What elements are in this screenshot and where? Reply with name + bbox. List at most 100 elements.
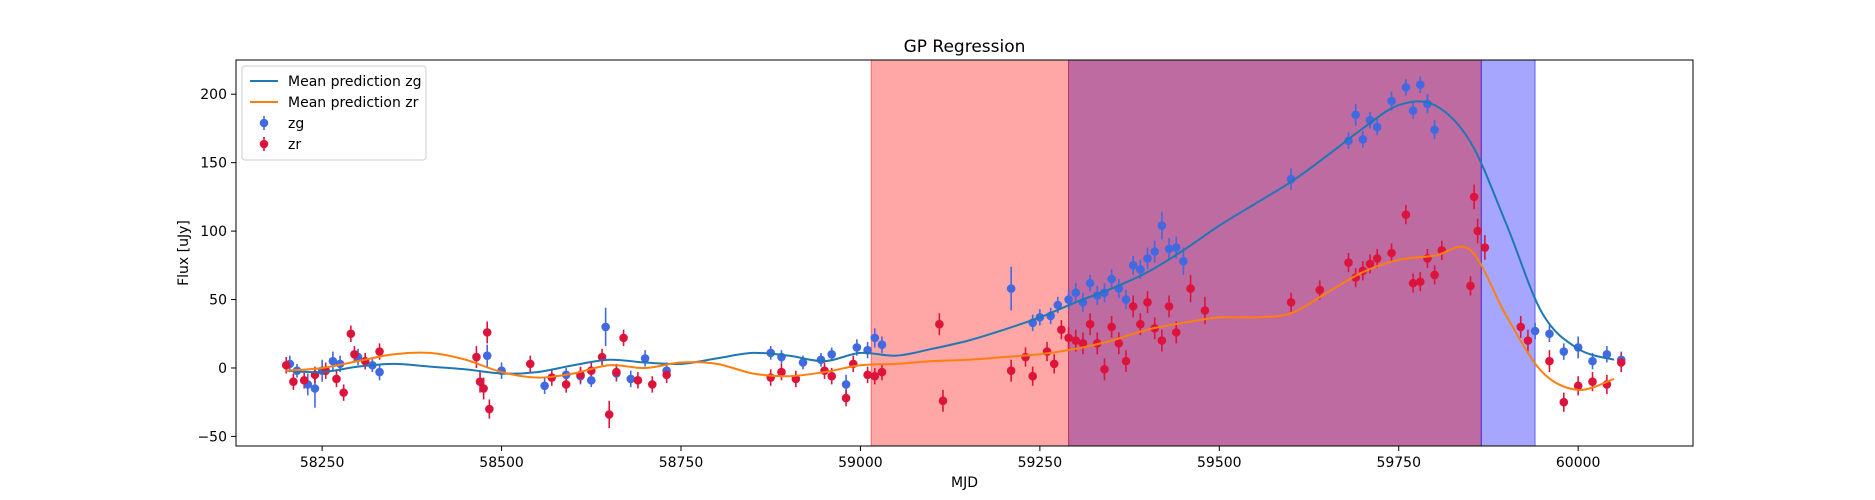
zr-point: [485, 404, 494, 414]
zr-point: [299, 375, 309, 385]
zr-point: [1545, 356, 1554, 366]
zr-point: [662, 370, 671, 380]
y-tick-label: 0: [218, 361, 227, 377]
x-tick-label: 59750: [1376, 455, 1421, 471]
mean-prediction-lines: [286, 100, 1615, 391]
zr-point: [1021, 352, 1030, 362]
zg-point: [870, 333, 880, 343]
zr-point: [604, 410, 614, 419]
zr-point: [1164, 302, 1174, 311]
zg-point: [827, 349, 837, 359]
legend-point-swatch: [259, 118, 269, 128]
zr-point: [1078, 339, 1088, 348]
zr-point: [1157, 336, 1167, 345]
zr-point: [1415, 277, 1425, 287]
zg-point: [1351, 110, 1360, 120]
zr-point: [525, 359, 535, 369]
zg-point: [1071, 288, 1081, 297]
zg-point: [1372, 122, 1382, 132]
zr-point: [1466, 281, 1475, 291]
legend: Mean prediction zg Mean prediction zr zg zr: [241, 65, 427, 161]
zr-point: [1616, 358, 1626, 367]
zg-point: [1588, 356, 1597, 366]
zr-point: [1085, 319, 1095, 329]
zr-point: [332, 374, 341, 384]
zr-point: [1430, 270, 1439, 280]
shaded-region-1: [1068, 59, 1482, 447]
zg-point: [1602, 349, 1612, 359]
zr-point: [346, 329, 356, 339]
zr-point: [1387, 248, 1396, 258]
zr-point: [1344, 258, 1353, 267]
zr-point: [877, 367, 887, 377]
zg-point: [852, 343, 862, 352]
zg-point: [1128, 261, 1138, 270]
zr-point: [375, 347, 384, 356]
zr-point: [1559, 397, 1569, 407]
shaded-regions: [870, 59, 1536, 447]
zr-point: [938, 396, 948, 406]
x-tick-label: 58500: [479, 455, 524, 471]
zr-point: [777, 367, 786, 377]
zr-point: [339, 388, 348, 397]
zr-point: [863, 370, 872, 380]
zg-point: [1171, 243, 1181, 252]
zg-point: [1085, 278, 1095, 288]
zr-point: [1071, 336, 1081, 345]
zg-point: [626, 374, 636, 384]
y-tick-label: 50: [209, 293, 227, 309]
zr-point: [1588, 377, 1597, 386]
zr-point: [1171, 328, 1181, 337]
zg-point: [375, 367, 384, 377]
y-tick-label: 100: [200, 224, 227, 240]
zr-point: [935, 319, 944, 329]
zr-point: [1469, 192, 1479, 202]
zg-point: [601, 322, 610, 332]
zg-point: [310, 384, 320, 393]
y-axis-label: Flux [uJy]: [176, 220, 192, 286]
zr-point: [827, 371, 837, 381]
zg-point: [1387, 96, 1396, 106]
zg-point: [1121, 295, 1131, 304]
zr-point: [1365, 259, 1375, 269]
zr-point: [1128, 302, 1138, 311]
zr-point: [1057, 325, 1066, 334]
zg-point: [1150, 247, 1159, 256]
zr-point: [633, 375, 643, 385]
zr-point: [841, 393, 851, 403]
axis-ticks: 58250 58500 58750 59000 59250 59500 59750 60000…: [197, 87, 1600, 471]
legend-point-swatch: [259, 139, 269, 149]
zg-point: [1143, 254, 1152, 263]
zg-point: [1107, 274, 1116, 284]
zr-point: [475, 377, 485, 386]
zr-point: [1049, 359, 1059, 369]
x-tick-label: 59500: [1197, 455, 1242, 471]
zr-point: [1100, 365, 1109, 374]
zr-point: [281, 360, 291, 370]
zg-point: [640, 354, 650, 363]
x-tick-label: 58250: [300, 455, 345, 471]
zr-point: [1473, 226, 1482, 236]
shaded-region-2: [1480, 59, 1536, 447]
zg-point: [1545, 329, 1554, 339]
legend-label: zg: [288, 116, 304, 132]
zr-point: [1186, 284, 1195, 293]
zg-point: [1401, 83, 1411, 92]
legend-label: Mean prediction zg: [288, 74, 422, 90]
zr-point: [1523, 336, 1533, 345]
zg-point: [1006, 284, 1016, 293]
legend-box: [241, 65, 427, 161]
zr-point: [1143, 297, 1152, 307]
x-tick-label: 58750: [659, 455, 704, 471]
zr-point: [612, 367, 621, 377]
zr-point: [482, 328, 492, 337]
zr-point: [1573, 381, 1583, 391]
zr-point: [1064, 333, 1073, 343]
legend-label: Mean prediction zr: [288, 95, 419, 111]
zg-point: [1064, 295, 1073, 304]
zr-point: [1372, 254, 1382, 263]
zr-point: [1028, 371, 1037, 381]
zg-point: [1179, 256, 1188, 266]
zr-point: [1480, 243, 1490, 252]
